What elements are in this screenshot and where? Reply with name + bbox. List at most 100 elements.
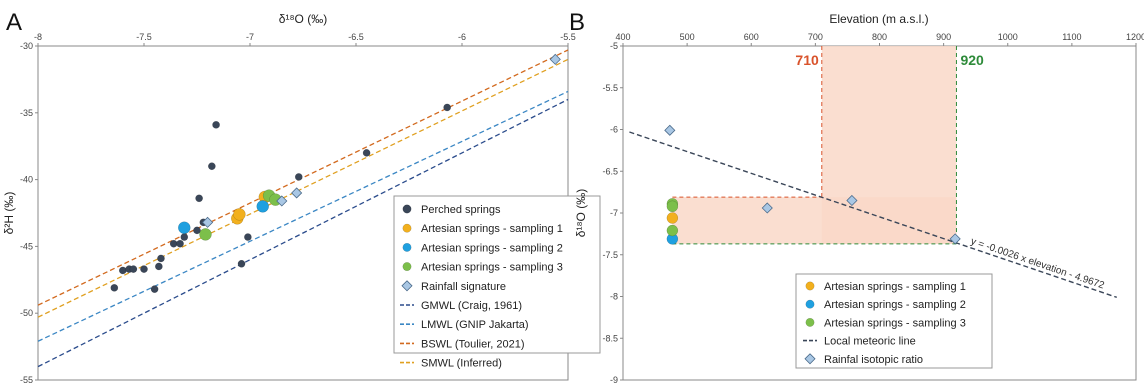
legend-label-local-meteoric-line: Local meteoric line bbox=[824, 336, 916, 348]
point-perched-springs bbox=[195, 194, 203, 203]
legend-label-smwl-inferred: SMWL (Inferred) bbox=[421, 358, 502, 370]
point-perched-springs bbox=[362, 149, 371, 157]
panel-b-x-tick-label: 1100 bbox=[1062, 32, 1081, 42]
panel-b-legend: Artesian springs - sampling 1 Artesian sp… bbox=[795, 273, 993, 369]
point-perched-springs bbox=[443, 103, 452, 112]
panel-a-xlabel: δ¹⁸O (‰) bbox=[279, 12, 327, 26]
panel-a-reference-lines bbox=[37, 49, 569, 368]
point-rainfall-signature bbox=[549, 53, 561, 65]
panel-a-points bbox=[110, 53, 561, 294]
legend-label-bswl-toulier-2021: BSWL (Toulier, 2021) bbox=[421, 338, 525, 350]
panel-a-y-tick-label: -30 bbox=[20, 41, 33, 51]
panel-a-y-tick-label: -45 bbox=[20, 241, 33, 251]
point-artesian-springs-sampling-3 bbox=[666, 200, 679, 213]
legend-label-rainfal-isotopic-ratio: Rainfal isotopic ratio bbox=[824, 354, 923, 366]
panel-b-x-tick-label: 500 bbox=[680, 32, 695, 42]
point-perched-springs bbox=[118, 266, 127, 275]
point-perched-springs bbox=[140, 265, 148, 273]
panel-a-legend: Perched springs Artesian springs - sampli… bbox=[393, 195, 601, 370]
point-perched-springs bbox=[294, 173, 303, 181]
elevation-upper-label: 920 bbox=[960, 52, 984, 68]
panel-a-x-tick-label: -8 bbox=[34, 32, 42, 42]
panel-b-x-tick-label: 1000 bbox=[998, 32, 1018, 42]
point-rainfal-isotopic-ratio bbox=[949, 233, 961, 245]
point-perched-springs bbox=[180, 233, 189, 241]
point-perched-springs bbox=[237, 259, 246, 268]
legend-label-artesian-springs-sampling-1: Artesian springs - sampling 1 bbox=[824, 281, 966, 293]
panel-a-x-tick-label: -6.5 bbox=[348, 32, 364, 42]
panel-b-y-tick-label: -8 bbox=[610, 292, 618, 302]
point-rainfall-signature bbox=[291, 187, 303, 199]
point-rainfal-isotopic-ratio bbox=[664, 124, 676, 136]
panel-a-legend-box bbox=[393, 195, 601, 354]
legend-marker-artesian-springs-sampling-1 bbox=[402, 223, 412, 233]
panel-b-y-tick-label: -6.5 bbox=[602, 166, 618, 176]
panel-b-points bbox=[664, 124, 961, 245]
panel-b-y-tick-label: -9 bbox=[610, 375, 618, 385]
panel-b-y-tick-label: -7.5 bbox=[602, 250, 618, 260]
point-perched-springs bbox=[244, 233, 252, 241]
legend-marker-artesian-springs-sampling-3 bbox=[402, 262, 412, 272]
panel-b-elevation-shading bbox=[672, 46, 957, 245]
point-artesian-springs-sampling-2 bbox=[178, 221, 191, 234]
line-gmwl-craig-1961 bbox=[37, 98, 569, 368]
point-rainfall-signature bbox=[202, 216, 214, 228]
point-artesian-springs-sampling-2 bbox=[256, 200, 269, 213]
panel-b-y-tick-label: -5 bbox=[610, 41, 618, 51]
panel-a-y-tick-label: -50 bbox=[20, 308, 33, 318]
point-artesian-springs-sampling-1 bbox=[233, 208, 246, 221]
legend-marker-rainfall-signature bbox=[401, 280, 413, 292]
line-smwl-inferred bbox=[37, 58, 569, 318]
legend-label-artesian-springs-sampling-3: Artesian springs - sampling 3 bbox=[421, 262, 563, 274]
panel-b-ticks: 400 500 600 700 800 900 1000 1100 1200 -5 -5.5 -6 -6… bbox=[602, 32, 1144, 385]
panel-b-x-tick-label: 700 bbox=[808, 32, 823, 42]
panel-b-x-tick-label: 800 bbox=[872, 32, 887, 42]
legend-label-artesian-springs-sampling-2: Artesian springs - sampling 2 bbox=[421, 242, 563, 254]
panel-b-x-tick-label: 900 bbox=[936, 32, 951, 42]
line-bswl-toulier-2021 bbox=[37, 49, 569, 306]
panel-b-x-tick-label: 400 bbox=[615, 32, 630, 42]
point-rainfall-signature bbox=[276, 195, 288, 207]
isotope-range-band bbox=[672, 197, 957, 244]
panel-a-legend-items: Perched springs Artesian springs - sampli… bbox=[400, 204, 563, 370]
panel-letter-a: A bbox=[6, 9, 22, 36]
panel-b-y-tick-label: -8.5 bbox=[602, 333, 618, 343]
legend-label-artesian-springs-sampling-3: Artesian springs - sampling 3 bbox=[824, 317, 966, 329]
panel-a-y-tick-label: -35 bbox=[20, 108, 33, 118]
point-perched-springs bbox=[212, 120, 220, 129]
panel-b-x-tick-label: 600 bbox=[744, 32, 759, 42]
meteoric-line bbox=[629, 131, 1117, 298]
panel-b-y-tick-label: -7 bbox=[610, 208, 618, 218]
legend-marker-artesian-springs-sampling-3 bbox=[805, 317, 815, 327]
legend-label-gmwl-craig-1961: GMWL (Craig, 1961) bbox=[421, 300, 522, 312]
panel-b-x-tick-label: 1200 bbox=[1126, 32, 1144, 42]
legend-marker-perched-springs bbox=[402, 204, 412, 214]
panel-a-x-tick-label: -6 bbox=[458, 32, 466, 42]
point-artesian-springs-sampling-1 bbox=[666, 212, 679, 224]
point-perched-springs bbox=[129, 265, 138, 273]
legend-label-artesian-springs-sampling-2: Artesian springs - sampling 2 bbox=[824, 299, 966, 311]
legend-label-artesian-springs-sampling-1: Artesian springs - sampling 1 bbox=[421, 223, 563, 235]
point-perched-springs bbox=[110, 283, 119, 292]
point-perched-springs bbox=[207, 162, 216, 171]
panel-b-legend-box bbox=[795, 273, 993, 369]
panel-a-ylabel: δ²H (‰) bbox=[2, 192, 16, 235]
elevation-lower-label: 710 bbox=[795, 52, 819, 68]
point-perched-springs bbox=[193, 226, 201, 235]
panel-b-ylabel: δ¹⁸O (‰) bbox=[574, 189, 588, 237]
point-perched-springs bbox=[176, 239, 184, 248]
point-perched-springs bbox=[150, 285, 159, 294]
point-rainfal-isotopic-ratio bbox=[761, 202, 773, 214]
legend-label-rainfall-signature: Rainfall signature bbox=[421, 281, 506, 293]
legend-label-lmwl-gnip-jakarta: LMWL (GNIP Jakarta) bbox=[421, 319, 529, 331]
panel-a-y-tick-label: -55 bbox=[20, 375, 33, 385]
panel-a-x-tick-label: -7 bbox=[246, 32, 254, 42]
legend-label-perched-springs: Perched springs bbox=[421, 204, 501, 216]
point-rainfal-isotopic-ratio bbox=[846, 194, 858, 207]
panel-b-legend-items: Artesian springs - sampling 1 Artesian sp… bbox=[803, 281, 966, 366]
panel-b-y-tick-label: -6 bbox=[610, 125, 618, 135]
panel-a-y-tick-label: -40 bbox=[20, 175, 33, 185]
legend-marker-artesian-springs-sampling-2 bbox=[402, 242, 412, 252]
